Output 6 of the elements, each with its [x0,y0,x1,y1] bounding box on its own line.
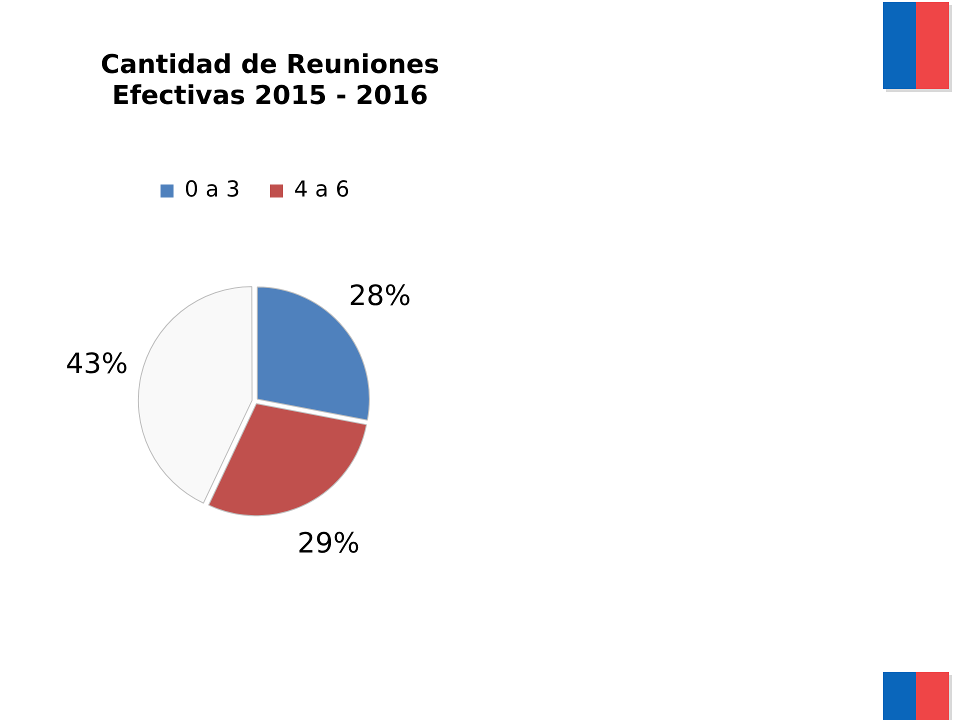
data-label: 43% [66,346,128,380]
data-label: 28% [348,279,411,312]
chart-title: Cantidad de Reuniones Efectivas 2015 - 2016 [100,50,440,112]
data-label: 29% [297,526,360,560]
legend-label: 4 a 6 [294,178,350,203]
legend-label: 0 a 3 [184,178,240,203]
